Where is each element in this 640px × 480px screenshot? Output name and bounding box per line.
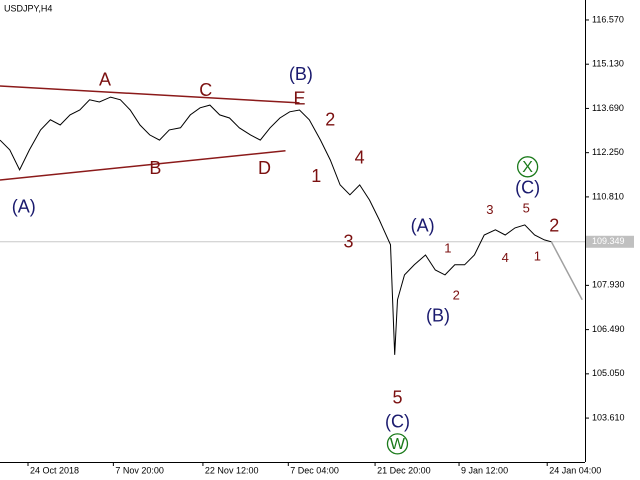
wave-label: (A): [12, 196, 36, 216]
y-tick-label: 116.570: [592, 14, 624, 24]
wave-label: (B): [426, 306, 450, 326]
last-price-box: [586, 235, 634, 248]
wave-label: 3: [343, 232, 353, 252]
price-line: [550, 241, 583, 301]
wave-label: 1: [534, 248, 541, 263]
price-line: [0, 85, 300, 104]
wave-label: D: [258, 158, 271, 178]
x-tick-label: 21 Dec 20:00: [377, 465, 431, 475]
wave-label: B: [149, 158, 161, 178]
wave-label: 1: [444, 240, 451, 255]
wave-label: (A): [411, 216, 435, 236]
wave-label: X: [522, 159, 533, 176]
wave-label: 1: [311, 166, 321, 186]
wave-label: 5: [523, 200, 530, 215]
wave-circle: [386, 433, 409, 455]
wave-label: 5: [392, 388, 402, 408]
y-tick-label: 110.810: [592, 191, 624, 201]
wave-label: W: [390, 436, 406, 453]
y-tick-label: 113.690: [592, 103, 624, 113]
wave-label: 3: [486, 202, 493, 217]
wave-label: E: [293, 89, 305, 109]
x-tick-label: 9 Jan 12:00: [461, 465, 508, 475]
wave-circle: [516, 156, 539, 178]
y-tick-label: 115.130: [592, 59, 624, 69]
wave-label: 2: [549, 216, 559, 236]
y-tick-label: 105.050: [592, 368, 625, 378]
y-tick-label: 103.610: [592, 412, 625, 422]
x-tick-label: 24 Jan 04:00: [549, 465, 601, 475]
y-tick-label: 106.490: [592, 324, 625, 334]
last-price-label: 109.349: [592, 236, 625, 246]
wave-label: C: [199, 80, 212, 100]
price-line: [0, 96, 552, 355]
x-tick-label: 24 Oct 2018: [30, 465, 79, 475]
x-tick-label: 22 Nov 12:00: [205, 465, 259, 475]
wave-label: (C): [515, 178, 540, 198]
wave-label: 4: [355, 148, 365, 168]
wave-label: 2: [453, 287, 460, 302]
wave-label: (C): [385, 412, 410, 432]
y-tick-label: 112.250: [592, 147, 624, 157]
wave-label: (B): [289, 64, 313, 84]
chart-title: USDJPY,H4: [4, 3, 52, 13]
y-tick-label: 107.930: [592, 280, 625, 290]
wave-label: 2: [325, 110, 335, 130]
x-tick-label: 7 Nov 20:00: [115, 465, 164, 475]
wave-label: A: [99, 70, 111, 90]
wave-label: 4: [502, 250, 509, 265]
price-line: [0, 150, 286, 181]
x-tick-label: 7 Dec 04:00: [290, 465, 339, 475]
